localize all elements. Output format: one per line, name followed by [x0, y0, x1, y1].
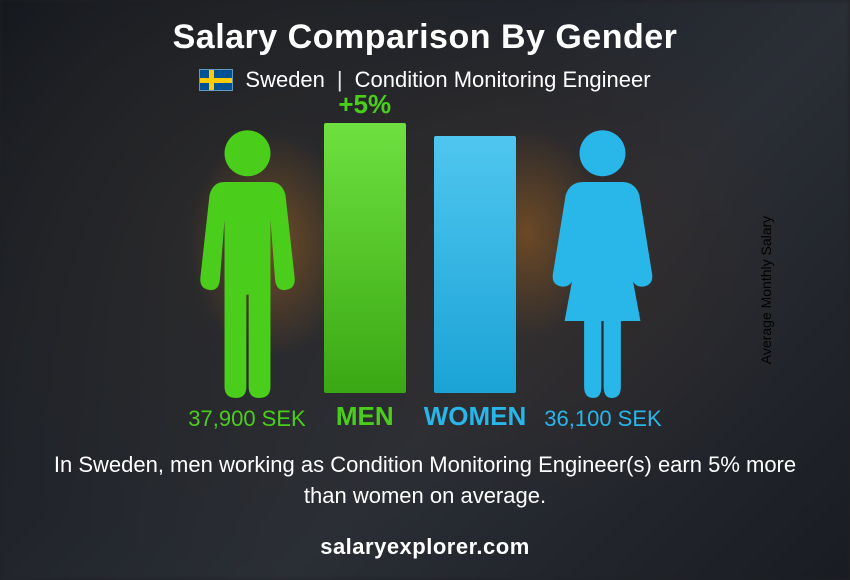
y-axis-label: Average Monthly Salary: [758, 216, 774, 364]
women-bar-column: WOMEN: [424, 136, 527, 432]
men-bar-column: +5% MEN: [324, 123, 406, 432]
country-label: Sweden: [245, 67, 325, 93]
men-salary-value: 37,900 SEK: [188, 406, 305, 432]
comparison-chart: 37,900 SEK +5% MEN WOMEN 3: [20, 103, 830, 432]
site-credit: salaryexplorer.com: [320, 534, 530, 560]
men-bar: [324, 123, 406, 393]
woman-icon: [545, 128, 660, 398]
women-icon-column: 36,100 SEK: [544, 128, 661, 432]
men-icon-column: 37,900 SEK: [188, 128, 305, 432]
women-salary-value: 36,100 SEK: [544, 406, 661, 432]
description-text: In Sweden, men working as Condition Moni…: [35, 450, 815, 512]
difference-badge: +5%: [338, 89, 391, 120]
page-title: Salary Comparison By Gender: [173, 18, 678, 57]
women-bar-label: WOMEN: [424, 401, 527, 432]
men-side: 37,900 SEK +5% MEN: [188, 123, 405, 432]
subtitle-row: Sweden | Condition Monitoring Engineer: [199, 67, 650, 93]
women-side: WOMEN 36,100 SEK: [424, 128, 662, 432]
sweden-flag-icon: [199, 69, 233, 91]
men-bar-label: MEN: [336, 401, 394, 432]
man-icon: [190, 128, 305, 398]
content-area: Salary Comparison By Gender Sweden | Con…: [0, 0, 850, 580]
job-title-label: Condition Monitoring Engineer: [355, 67, 651, 93]
women-bar: [434, 136, 516, 393]
